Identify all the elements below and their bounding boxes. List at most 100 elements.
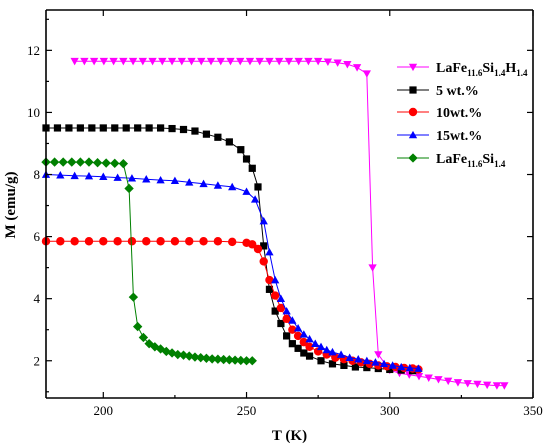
legend-marker bbox=[408, 63, 418, 72]
legend: LaFe11.6Si1.4H1.4 5 wt.% 10wt.% 15wt.% LaFe1… bbox=[397, 61, 528, 169]
data-point bbox=[500, 382, 509, 390]
legend-label: 5 wt.% bbox=[436, 84, 479, 99]
data-point bbox=[453, 379, 463, 387]
legend-label: 10wt.% bbox=[436, 106, 482, 121]
data-point bbox=[265, 247, 274, 256]
data-point bbox=[362, 356, 371, 365]
data-point bbox=[167, 348, 177, 358]
data-point bbox=[144, 339, 154, 349]
data-point bbox=[179, 125, 188, 134]
data-point bbox=[288, 316, 297, 324]
data-point bbox=[132, 321, 143, 332]
data-point bbox=[224, 355, 235, 365]
data-point bbox=[282, 314, 291, 324]
data-point bbox=[333, 59, 342, 67]
data-point bbox=[374, 351, 383, 359]
series-line bbox=[45, 174, 419, 369]
data-point bbox=[282, 306, 291, 315]
data-point bbox=[259, 216, 268, 225]
data-point bbox=[483, 381, 492, 390]
data-point bbox=[111, 124, 119, 132]
data-point bbox=[473, 380, 482, 389]
data-point bbox=[245, 57, 255, 66]
data-point bbox=[145, 124, 153, 132]
data-point bbox=[444, 377, 453, 386]
data-point bbox=[99, 172, 108, 180]
data-point bbox=[247, 356, 257, 366]
data-point bbox=[250, 195, 260, 203]
data-point bbox=[362, 70, 371, 78]
data-point bbox=[388, 361, 397, 369]
legend-label: LaFe11.6Si1.4 bbox=[436, 152, 506, 169]
legend-marker bbox=[409, 86, 417, 94]
data-point bbox=[213, 354, 223, 364]
data-point bbox=[270, 291, 280, 300]
series-2 bbox=[41, 237, 423, 374]
data-point bbox=[158, 57, 167, 66]
data-point bbox=[89, 57, 99, 66]
data-point bbox=[199, 179, 208, 188]
data-point bbox=[225, 138, 233, 146]
data-point bbox=[242, 155, 251, 163]
data-point bbox=[196, 352, 206, 363]
data-point bbox=[53, 124, 62, 132]
data-point bbox=[305, 334, 314, 343]
y-axis-title: M (emu/g) bbox=[3, 171, 19, 238]
data-point bbox=[84, 237, 94, 246]
data-point bbox=[276, 303, 286, 313]
data-point bbox=[109, 57, 118, 66]
data-point bbox=[127, 237, 137, 246]
data-point bbox=[328, 347, 337, 356]
data-point bbox=[228, 182, 237, 191]
data-point bbox=[127, 174, 137, 182]
ticks: 200 250 300 350 2 4 6 8 10 12 bbox=[27, 10, 543, 418]
data-point bbox=[352, 64, 362, 72]
data-point bbox=[156, 175, 165, 184]
data-point bbox=[185, 237, 194, 246]
data-point bbox=[58, 157, 68, 167]
series-line bbox=[46, 161, 253, 362]
y-tick-label: 12 bbox=[27, 43, 40, 58]
data-point bbox=[463, 380, 472, 388]
data-point bbox=[187, 57, 196, 66]
data-point bbox=[206, 57, 216, 66]
data-point bbox=[56, 237, 65, 246]
data-point bbox=[253, 244, 263, 254]
data-point bbox=[124, 183, 134, 194]
data-point bbox=[305, 342, 314, 351]
data-point bbox=[84, 171, 94, 180]
data-point bbox=[351, 363, 359, 371]
data-point bbox=[368, 264, 377, 272]
data-point bbox=[340, 361, 348, 370]
data-point bbox=[276, 294, 286, 302]
data-point bbox=[317, 357, 325, 365]
legend-label: LaFe11.6Si1.4H1.4 bbox=[436, 61, 528, 78]
data-point bbox=[113, 237, 122, 246]
data-point bbox=[185, 178, 194, 186]
data-point bbox=[70, 57, 79, 66]
x-axis-title: T (K) bbox=[272, 428, 307, 444]
x-tick-label: 350 bbox=[523, 403, 543, 418]
data-point bbox=[255, 57, 264, 66]
data-point bbox=[70, 237, 79, 246]
series-line bbox=[74, 60, 505, 387]
data-point bbox=[84, 157, 94, 167]
data-point bbox=[328, 360, 337, 368]
data-point bbox=[122, 124, 130, 132]
data-point bbox=[56, 170, 65, 179]
data-point bbox=[284, 57, 294, 66]
data-point bbox=[128, 292, 139, 302]
data-point bbox=[379, 359, 389, 368]
data-point bbox=[170, 237, 180, 246]
y-tick-label: 10 bbox=[27, 105, 40, 120]
y-tick-label: 6 bbox=[34, 229, 41, 244]
data-point bbox=[492, 382, 502, 390]
axes bbox=[45, 9, 534, 399]
data-point bbox=[70, 171, 79, 180]
data-point bbox=[283, 332, 291, 340]
data-point bbox=[138, 332, 149, 343]
data-point bbox=[424, 374, 433, 382]
data-point bbox=[155, 344, 166, 354]
data-point bbox=[216, 57, 225, 66]
plot-series bbox=[41, 57, 509, 390]
